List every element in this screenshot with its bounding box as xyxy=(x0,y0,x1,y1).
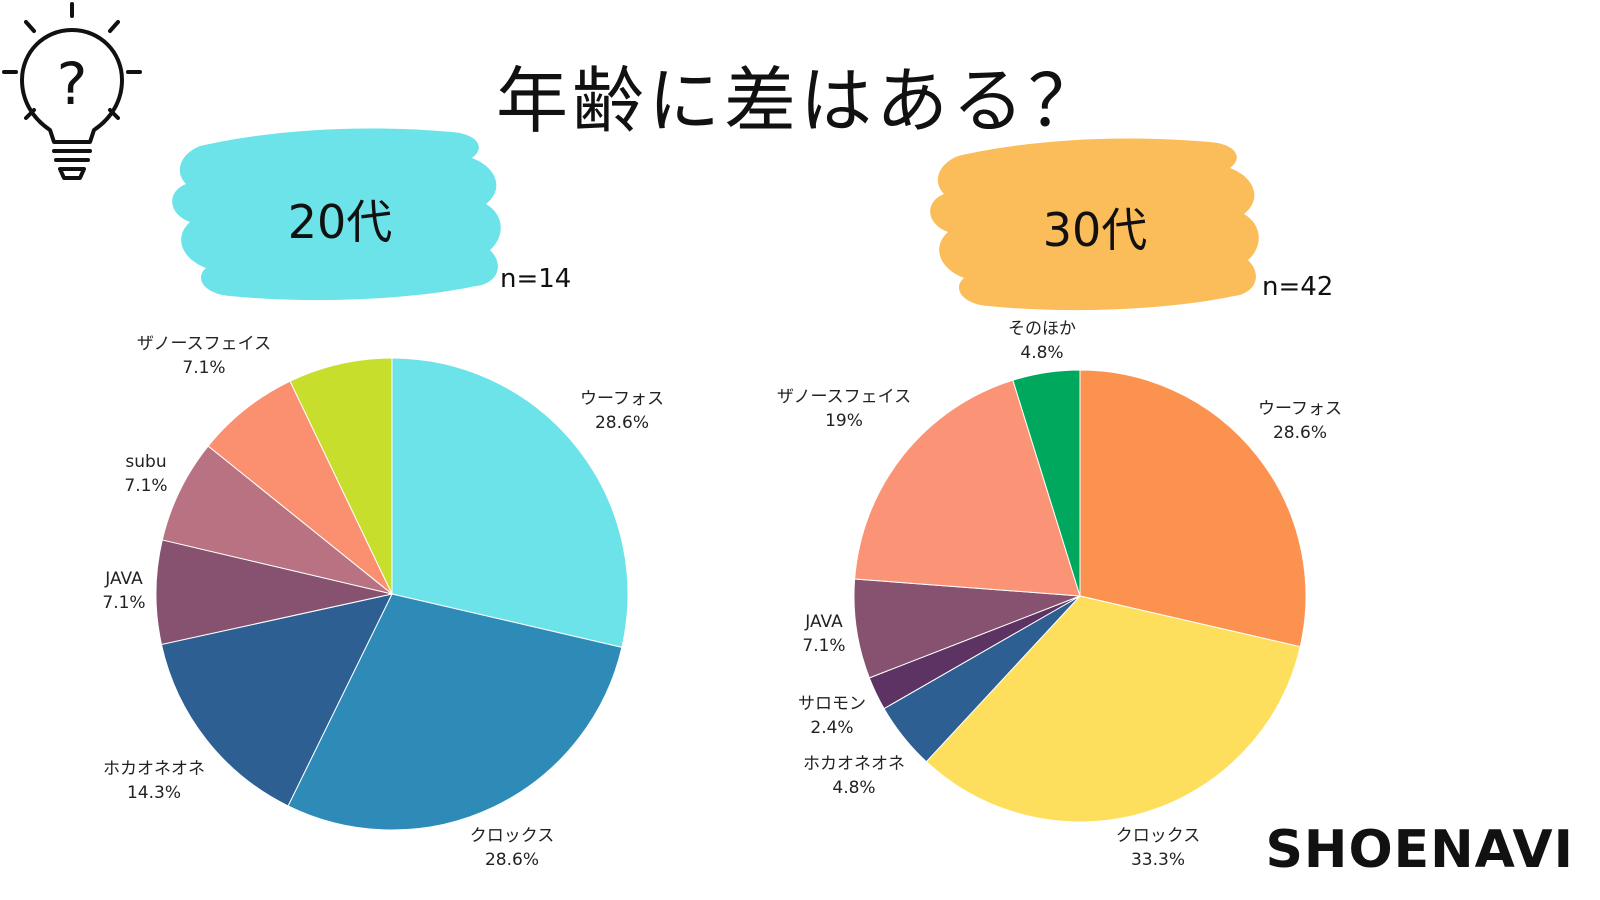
slice-percent: 19% xyxy=(825,411,863,431)
slice-percent: 4.8% xyxy=(1020,343,1064,363)
pie-slice-20s-4 xyxy=(161,445,393,595)
svg-text:?: ? xyxy=(57,50,88,118)
slice-percent: 7.1% xyxy=(182,358,226,378)
slice-label-30s-4: JAVA 7.1% xyxy=(802,610,845,658)
sample-size-20s: n=14 xyxy=(500,264,572,294)
slice-label-20s-1: クロックス 28.6% xyxy=(470,824,555,872)
pie-slice-30s-0 xyxy=(1079,369,1307,648)
slice-name: クロックス xyxy=(1115,826,1201,846)
slice-percent: 33.3% xyxy=(1130,850,1185,870)
slice-label-20s-2: ホカオネオネ 14.3% xyxy=(103,757,205,805)
slice-name: ホカオネオネ xyxy=(103,759,205,779)
slice-name: ザノースフェイス xyxy=(776,387,912,407)
slice-name: そのほか xyxy=(1008,319,1076,339)
brand-logo: SHOENAVI xyxy=(1265,820,1574,880)
slice-percent: 4.8% xyxy=(832,778,876,798)
pie-slice-30s-4 xyxy=(853,578,1081,679)
pie-slice-30s-5 xyxy=(854,379,1081,597)
pie-slice-20s-0 xyxy=(391,357,629,648)
slice-label-30s-2: ホカオネオネ 4.8% xyxy=(803,752,905,800)
page-title: 年齢に差はある？ xyxy=(495,59,1104,143)
chart-title-20s: 20代 xyxy=(287,195,393,249)
slice-percent: 28.6% xyxy=(1272,423,1328,443)
slice-label-20s-5: ザノースフェイス 7.1% xyxy=(137,332,271,380)
lightbulb-question-icon: ? xyxy=(2,2,142,180)
slice-percent: 2.4% xyxy=(810,718,854,738)
slice-name: JAVA xyxy=(805,612,843,632)
slice-label-30s-5: ザノースフェイス 19% xyxy=(777,385,911,433)
pie-slice-30s-6 xyxy=(1012,369,1081,597)
slice-label-20s-0: ウーフォス 28.6% xyxy=(580,387,664,435)
slice-name: クロックス xyxy=(469,826,555,846)
chart-title-30s: 30代 xyxy=(1042,203,1148,257)
slice-name: ホカオネオネ xyxy=(803,754,905,774)
sample-size-30s: n=42 xyxy=(1262,272,1334,302)
pie-slice-20s-5 xyxy=(207,380,393,595)
pie-slice-20s-1 xyxy=(287,593,623,831)
slice-name: JAVA xyxy=(105,569,143,589)
badge-blob-30s xyxy=(930,138,1259,311)
slice-name: ウーフォス xyxy=(580,389,664,409)
slice-percent: 7.1% xyxy=(802,636,846,656)
slice-label-30s-6: そのほか 4.8% xyxy=(1008,317,1076,365)
slice-percent: 7.1% xyxy=(124,476,168,496)
pie-slice-20s-2 xyxy=(160,593,393,807)
slice-percent: 28.6% xyxy=(594,413,650,433)
slice-label-20s-4: subu 7.1% xyxy=(124,450,167,498)
slice-label-30s-1: クロックス 33.3% xyxy=(1116,824,1201,872)
badge-blob-20s xyxy=(172,128,501,301)
slice-name: subu xyxy=(125,452,167,472)
slice-name: ウーフォス xyxy=(1258,399,1342,419)
slice-percent: 7.1% xyxy=(102,593,146,613)
slice-name: ザノースフェイス xyxy=(136,334,272,354)
slice-label-30s-3: サロモン 2.4% xyxy=(798,692,866,740)
pie-slice-20s-3 xyxy=(155,539,393,646)
pie-slice-20s-6 xyxy=(289,357,393,595)
slice-percent: 28.6% xyxy=(484,850,539,870)
slice-percent: 14.3% xyxy=(126,783,181,803)
slice-label-20s-3: JAVA 7.1% xyxy=(102,567,145,615)
slice-name: サロモン xyxy=(798,694,866,714)
slice-label-30s-0: ウーフォス 28.6% xyxy=(1258,397,1342,445)
pie-slice-30s-1 xyxy=(925,595,1301,823)
